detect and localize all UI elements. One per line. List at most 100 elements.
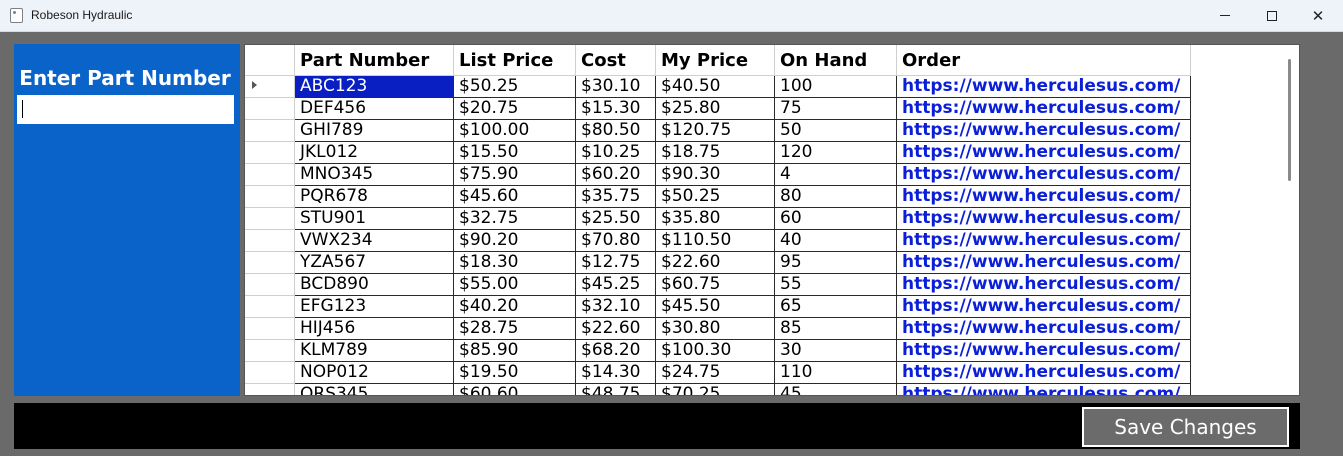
cell-on-hand[interactable]: 30: [775, 340, 897, 362]
cell-cost[interactable]: $14.30: [576, 362, 656, 384]
cell-list-price[interactable]: $15.50: [454, 142, 576, 164]
cell-on-hand[interactable]: 65: [775, 296, 897, 318]
row-header[interactable]: [245, 318, 295, 340]
cell-on-hand[interactable]: 95: [775, 252, 897, 274]
cell-on-hand[interactable]: 75: [775, 98, 897, 120]
cell-cost[interactable]: $70.80: [576, 230, 656, 252]
cell-order[interactable]: https://www.herculesus.com/: [897, 186, 1191, 208]
close-icon[interactable]: ✕: [1311, 6, 1325, 25]
cell-order[interactable]: https://www.herculesus.com/: [897, 230, 1191, 252]
row-header[interactable]: [245, 340, 295, 362]
cell-order[interactable]: https://www.herculesus.com/: [897, 274, 1191, 296]
cell-list-price[interactable]: $85.90: [454, 340, 576, 362]
row-header[interactable]: [245, 230, 295, 252]
cell-cost[interactable]: $22.60: [576, 318, 656, 340]
cell-order[interactable]: https://www.herculesus.com/: [897, 120, 1191, 142]
cell-list-price[interactable]: $60.60: [454, 384, 576, 395]
cell-part-number[interactable]: NOP012: [295, 362, 454, 384]
cell-my-price[interactable]: $35.80: [656, 208, 775, 230]
cell-cost[interactable]: $45.25: [576, 274, 656, 296]
cell-my-price[interactable]: $120.75: [656, 120, 775, 142]
cell-list-price[interactable]: $75.90: [454, 164, 576, 186]
cell-cost[interactable]: $25.50: [576, 208, 656, 230]
cell-list-price[interactable]: $28.75: [454, 318, 576, 340]
cell-my-price[interactable]: $45.50: [656, 296, 775, 318]
cell-part-number[interactable]: DEF456: [295, 98, 454, 120]
cell-on-hand[interactable]: 4: [775, 164, 897, 186]
cell-on-hand[interactable]: 50: [775, 120, 897, 142]
row-header[interactable]: [245, 362, 295, 384]
row-header[interactable]: [245, 120, 295, 142]
cell-my-price[interactable]: $50.25: [656, 186, 775, 208]
cell-order[interactable]: https://www.herculesus.com/: [897, 208, 1191, 230]
cell-on-hand[interactable]: 110: [775, 362, 897, 384]
parts-grid[interactable]: Part Number List Price Cost My Price On Hand…: [244, 44, 1300, 396]
cell-cost[interactable]: $80.50: [576, 120, 656, 142]
cell-order[interactable]: https://www.herculesus.com/: [897, 252, 1191, 274]
cell-my-price[interactable]: $30.80: [656, 318, 775, 340]
cell-list-price[interactable]: $45.60: [454, 186, 576, 208]
cell-part-number[interactable]: BCD890: [295, 274, 454, 296]
cell-order[interactable]: https://www.herculesus.com/: [897, 362, 1191, 384]
cell-list-price[interactable]: $90.20: [454, 230, 576, 252]
cell-list-price[interactable]: $100.00: [454, 120, 576, 142]
cell-my-price[interactable]: $100.30: [656, 340, 775, 362]
cell-cost[interactable]: $15.30: [576, 98, 656, 120]
cell-on-hand[interactable]: 85: [775, 318, 897, 340]
cell-list-price[interactable]: $19.50: [454, 362, 576, 384]
cell-order[interactable]: https://www.herculesus.com/: [897, 318, 1191, 340]
cell-part-number[interactable]: HIJ456: [295, 318, 454, 340]
cell-cost[interactable]: $60.20: [576, 164, 656, 186]
column-header-my-price[interactable]: My Price: [656, 45, 775, 76]
cell-part-number[interactable]: YZA567: [295, 252, 454, 274]
cell-order[interactable]: https://www.herculesus.com/: [897, 296, 1191, 318]
column-header-list-price[interactable]: List Price: [454, 45, 576, 76]
cell-list-price[interactable]: $20.75: [454, 98, 576, 120]
cell-part-number[interactable]: ABC123: [295, 76, 454, 98]
cell-my-price[interactable]: $90.30: [656, 164, 775, 186]
cell-on-hand[interactable]: 60: [775, 208, 897, 230]
cell-my-price[interactable]: $70.25: [656, 384, 775, 395]
cell-order[interactable]: https://www.herculesus.com/: [897, 384, 1191, 395]
cell-on-hand[interactable]: 120: [775, 142, 897, 164]
cell-cost[interactable]: $32.10: [576, 296, 656, 318]
cell-cost[interactable]: $12.75: [576, 252, 656, 274]
cell-part-number[interactable]: GHI789: [295, 120, 454, 142]
cell-part-number[interactable]: QRS345: [295, 384, 454, 395]
row-header[interactable]: [245, 274, 295, 296]
row-header[interactable]: [245, 98, 295, 120]
cell-part-number[interactable]: MNO345: [295, 164, 454, 186]
cell-list-price[interactable]: $55.00: [454, 274, 576, 296]
row-header[interactable]: [245, 164, 295, 186]
part-number-input[interactable]: [16, 94, 235, 125]
row-header[interactable]: [245, 252, 295, 274]
cell-list-price[interactable]: $18.30: [454, 252, 576, 274]
cell-on-hand[interactable]: 40: [775, 230, 897, 252]
cell-on-hand[interactable]: 100: [775, 76, 897, 98]
row-header[interactable]: [245, 142, 295, 164]
cell-on-hand[interactable]: 55: [775, 274, 897, 296]
cell-list-price[interactable]: $32.75: [454, 208, 576, 230]
cell-my-price[interactable]: $18.75: [656, 142, 775, 164]
cell-my-price[interactable]: $60.75: [656, 274, 775, 296]
cell-list-price[interactable]: $40.20: [454, 296, 576, 318]
maximize-icon[interactable]: [1249, 0, 1295, 31]
row-header[interactable]: [245, 76, 295, 98]
cell-my-price[interactable]: $25.80: [656, 98, 775, 120]
cell-list-price[interactable]: $50.25: [454, 76, 576, 98]
cell-part-number[interactable]: PQR678: [295, 186, 454, 208]
cell-cost[interactable]: $35.75: [576, 186, 656, 208]
row-header[interactable]: [245, 186, 295, 208]
row-header[interactable]: [245, 384, 295, 395]
cell-part-number[interactable]: STU901: [295, 208, 454, 230]
cell-my-price[interactable]: $22.60: [656, 252, 775, 274]
cell-my-price[interactable]: $40.50: [656, 76, 775, 98]
cell-order[interactable]: https://www.herculesus.com/: [897, 76, 1191, 98]
cell-part-number[interactable]: VWX234: [295, 230, 454, 252]
cell-part-number[interactable]: JKL012: [295, 142, 454, 164]
column-header-order[interactable]: Order: [897, 45, 1191, 76]
cell-order[interactable]: https://www.herculesus.com/: [897, 142, 1191, 164]
cell-order[interactable]: https://www.herculesus.com/: [897, 340, 1191, 362]
row-header[interactable]: [245, 296, 295, 318]
cell-cost[interactable]: $68.20: [576, 340, 656, 362]
